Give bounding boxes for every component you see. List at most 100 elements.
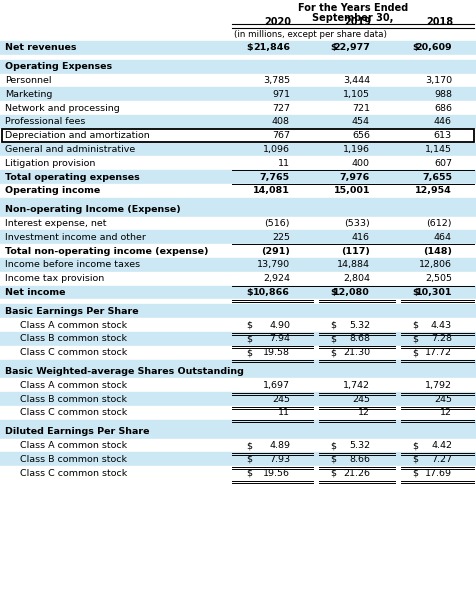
Text: 21.30: 21.30 — [343, 348, 370, 357]
Bar — [0, 184, 476, 198]
Text: 3,170: 3,170 — [425, 76, 452, 85]
Text: $: $ — [330, 334, 336, 343]
Text: 686: 686 — [434, 103, 452, 112]
Text: 971: 971 — [272, 90, 290, 99]
Text: 7,765: 7,765 — [260, 172, 290, 182]
Text: $: $ — [412, 455, 418, 464]
Text: 1,742: 1,742 — [343, 381, 370, 390]
Text: Class A common stock: Class A common stock — [20, 320, 127, 329]
Bar — [0, 55, 476, 60]
Text: 12,806: 12,806 — [419, 260, 452, 269]
Text: 3,785: 3,785 — [263, 76, 290, 85]
Text: General and administrative: General and administrative — [5, 145, 135, 154]
Text: Basic Weighted-average Shares Outstanding: Basic Weighted-average Shares Outstandin… — [5, 367, 244, 376]
Text: 11: 11 — [278, 409, 290, 418]
Text: 767: 767 — [272, 131, 290, 140]
Text: 1,096: 1,096 — [263, 145, 290, 154]
Text: Total operating expenses: Total operating expenses — [5, 172, 140, 182]
Bar — [0, 299, 476, 304]
Text: 4.89: 4.89 — [269, 441, 290, 450]
Text: 8.68: 8.68 — [349, 334, 370, 343]
Text: $: $ — [412, 43, 418, 52]
Text: $: $ — [246, 455, 252, 464]
Text: 19.56: 19.56 — [263, 469, 290, 478]
Text: $: $ — [246, 334, 252, 343]
Text: Net revenues: Net revenues — [5, 43, 77, 52]
Text: 408: 408 — [272, 117, 290, 126]
Text: (533): (533) — [344, 219, 370, 228]
Bar — [0, 41, 476, 55]
Text: Operating Expenses: Operating Expenses — [5, 62, 112, 71]
Text: $: $ — [330, 43, 337, 52]
Text: 7.27: 7.27 — [431, 455, 452, 464]
Text: 1,792: 1,792 — [425, 381, 452, 390]
Text: 5.32: 5.32 — [349, 441, 370, 450]
Bar — [0, 170, 476, 184]
Bar — [0, 379, 476, 392]
Text: 2020: 2020 — [265, 17, 291, 27]
Text: 17.72: 17.72 — [425, 348, 452, 357]
Text: 14,081: 14,081 — [253, 186, 290, 195]
Text: Class C common stock: Class C common stock — [20, 348, 127, 357]
Text: 225: 225 — [272, 233, 290, 242]
Text: Class A common stock: Class A common stock — [20, 441, 127, 450]
Text: $: $ — [412, 334, 418, 343]
Text: 2,924: 2,924 — [263, 274, 290, 283]
Bar — [0, 425, 476, 439]
Text: (291): (291) — [261, 246, 290, 255]
Text: 2,505: 2,505 — [425, 274, 452, 283]
Text: Income before income taxes: Income before income taxes — [5, 260, 140, 269]
Bar — [0, 480, 476, 601]
Text: 454: 454 — [352, 117, 370, 126]
Text: $: $ — [330, 455, 336, 464]
Text: Class B common stock: Class B common stock — [20, 395, 127, 404]
Text: Professional fees: Professional fees — [5, 117, 85, 126]
Text: 15,001: 15,001 — [334, 186, 370, 195]
Text: 245: 245 — [272, 395, 290, 404]
Text: 1,196: 1,196 — [343, 145, 370, 154]
Bar — [0, 318, 476, 332]
Text: (148): (148) — [423, 246, 452, 255]
Bar — [0, 198, 476, 203]
Text: $: $ — [246, 441, 252, 450]
Text: 10,301: 10,301 — [416, 288, 452, 297]
Text: 19.58: 19.58 — [263, 348, 290, 357]
Text: 2019: 2019 — [345, 17, 371, 27]
Text: 4.43: 4.43 — [431, 320, 452, 329]
Text: Marketing: Marketing — [5, 90, 52, 99]
Bar — [0, 28, 476, 41]
Text: $: $ — [330, 288, 337, 297]
Bar — [0, 60, 476, 73]
Text: Litigation provision: Litigation provision — [5, 159, 95, 168]
Text: Investment income and other: Investment income and other — [5, 233, 146, 242]
Bar — [0, 216, 476, 230]
Bar — [0, 87, 476, 101]
Text: 656: 656 — [352, 131, 370, 140]
Text: 4.42: 4.42 — [431, 441, 452, 450]
Text: Class C common stock: Class C common stock — [20, 409, 127, 418]
Text: $: $ — [246, 469, 252, 478]
Text: 7,976: 7,976 — [340, 172, 370, 182]
Text: 11: 11 — [278, 159, 290, 168]
Bar — [0, 359, 476, 365]
Text: Class B common stock: Class B common stock — [20, 334, 127, 343]
Bar — [0, 73, 476, 87]
Bar — [0, 453, 476, 466]
Text: 245: 245 — [434, 395, 452, 404]
Bar — [0, 466, 476, 480]
Text: 13,790: 13,790 — [257, 260, 290, 269]
Text: $: $ — [246, 320, 252, 329]
Text: Network and processing: Network and processing — [5, 103, 120, 112]
Text: 4.90: 4.90 — [269, 320, 290, 329]
Bar — [0, 142, 476, 156]
Text: (in millions, except per share data): (in millions, except per share data) — [234, 30, 387, 39]
Text: 1,105: 1,105 — [343, 90, 370, 99]
Text: $: $ — [246, 43, 253, 52]
Text: 12,954: 12,954 — [415, 186, 452, 195]
Bar — [0, 332, 476, 346]
Bar — [0, 0, 476, 28]
Text: 20,609: 20,609 — [416, 43, 452, 52]
Text: 3,444: 3,444 — [343, 76, 370, 85]
Bar — [0, 115, 476, 129]
Text: 21.26: 21.26 — [343, 469, 370, 478]
